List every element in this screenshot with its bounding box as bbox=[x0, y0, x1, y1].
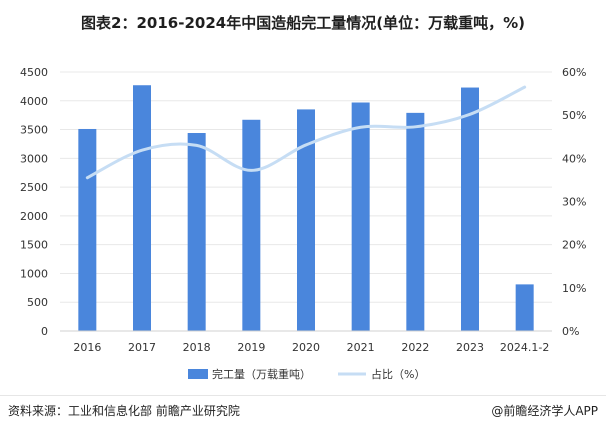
bar-series bbox=[78, 85, 534, 332]
footer-divider bbox=[0, 395, 606, 396]
x-axis-ticks: 2016 2017 2018 2019 2020 2021 2022 2023 2024.1-2 bbox=[60, 330, 552, 354]
left-tick-label: 0 bbox=[41, 325, 48, 338]
left-tick-label: 500 bbox=[27, 296, 48, 309]
x-tick-label: 2021 bbox=[347, 341, 375, 354]
left-tick-label: 2000 bbox=[20, 210, 48, 223]
right-axis-ticks: 0% 10% 20% 30% 40% 50% 60% bbox=[562, 66, 586, 338]
x-tick-label: 2018 bbox=[183, 341, 211, 354]
brand-credit: @前瞻经济学人APP bbox=[491, 404, 598, 418]
x-tick-label: 2022 bbox=[401, 341, 429, 354]
right-tick-label: 10% bbox=[562, 282, 586, 295]
left-tick-label: 3000 bbox=[20, 152, 48, 165]
legend-label-line: 占比（%） bbox=[371, 367, 425, 381]
left-tick-label: 1000 bbox=[20, 267, 48, 280]
x-tick-label: 2020 bbox=[292, 341, 320, 354]
x-tick-label: 2017 bbox=[128, 341, 156, 354]
bar bbox=[406, 112, 425, 331]
source-note: 资料来源：工业和信息化部 前瞻产业研究院 bbox=[8, 404, 240, 418]
x-tick-label: 2023 bbox=[456, 341, 484, 354]
bar bbox=[461, 87, 479, 331]
chart-title: 图表2：2016-2024年中国造船完工量情况(单位：万载重吨，%) bbox=[81, 14, 525, 32]
bar bbox=[515, 284, 534, 331]
right-tick-label: 0% bbox=[562, 325, 579, 338]
legend-label-bar: 完工量（万载重吨） bbox=[212, 367, 311, 381]
left-tick-label: 3500 bbox=[20, 124, 48, 137]
bar bbox=[78, 128, 97, 331]
left-tick-label: 4500 bbox=[20, 66, 48, 79]
legend-swatch-bar bbox=[188, 369, 208, 379]
right-tick-label: 40% bbox=[562, 152, 586, 165]
legend: 完工量（万载重吨） 占比（%） bbox=[188, 367, 425, 381]
bar bbox=[351, 102, 370, 331]
line-series bbox=[85, 85, 527, 180]
x-tick-label: 2019 bbox=[237, 341, 265, 354]
bar bbox=[242, 119, 261, 331]
bar bbox=[133, 85, 151, 331]
left-axis-ticks: 0 500 1000 1500 2000 2500 3000 3500 4000 4500 bbox=[20, 66, 48, 338]
x-tick-label: 2016 bbox=[73, 341, 101, 354]
right-tick-label: 30% bbox=[562, 196, 586, 209]
right-tick-label: 60% bbox=[562, 66, 586, 79]
right-tick-label: 50% bbox=[562, 109, 586, 122]
bar bbox=[297, 109, 315, 332]
left-tick-label: 2500 bbox=[20, 181, 48, 194]
x-tick-label: 2024.1-2 bbox=[500, 341, 549, 354]
share-line bbox=[85, 85, 527, 180]
bar bbox=[187, 133, 206, 331]
left-tick-label: 4000 bbox=[20, 95, 48, 108]
right-tick-label: 20% bbox=[562, 239, 586, 252]
left-tick-label: 1500 bbox=[20, 239, 48, 252]
